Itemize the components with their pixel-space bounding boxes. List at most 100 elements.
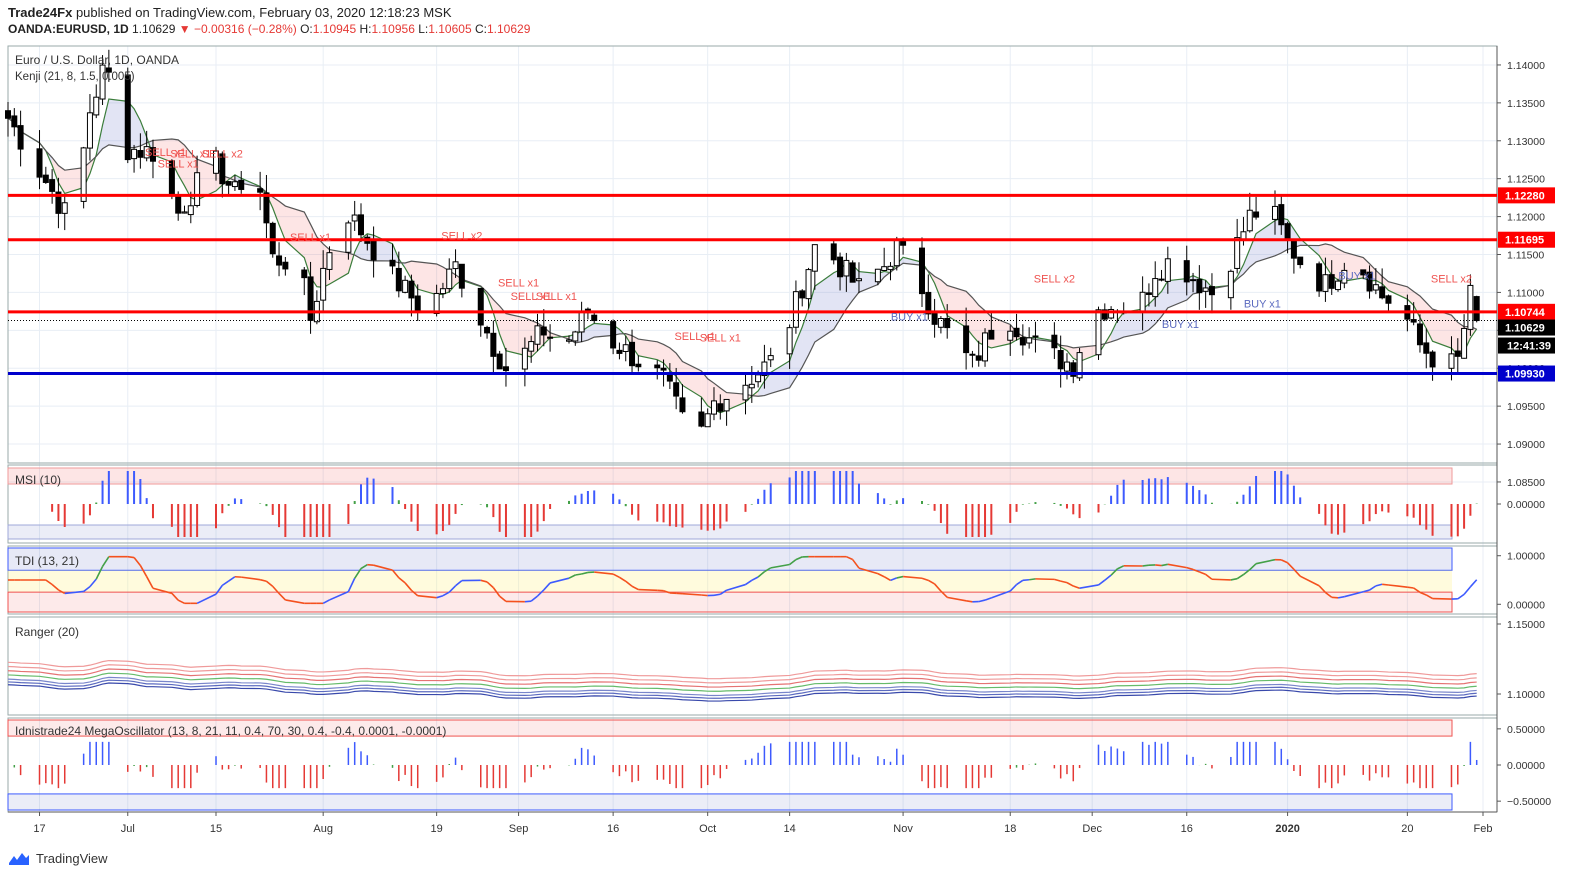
tdi-line-segment [947,596,967,602]
candle-body [402,279,409,293]
tdi-line-segment [1186,566,1194,571]
candle-body [679,397,686,413]
candle-body [1271,205,1278,220]
tdi-line-segment [360,563,368,570]
kenji-cloud-segment [1432,309,1452,349]
candle-body [181,211,188,214]
candle-body [1227,270,1234,299]
price-level-label: 1.11695 [1505,235,1544,247]
tdi-line-segment [499,595,507,603]
candle-body [124,74,131,161]
tdi-line-segment [536,589,545,597]
tdi-line-segment [329,590,349,601]
tdi-line-segment [638,588,658,592]
price-axis-label: 1.14000 [1507,60,1545,72]
candle-body [1057,350,1064,370]
tdi-line-segment [757,571,765,578]
kenji-indicator-label: Kenji (21, 8, 1.5, 0.005) [15,71,135,83]
candle-body [925,291,932,315]
candle-body [433,292,440,315]
kenji-cloud-segment [676,353,683,386]
tdi-line-segment [921,577,929,582]
tdi-line-segment [139,565,148,577]
tdi-line-segment [1066,581,1074,587]
candle-body [496,353,503,370]
candle-body [1341,269,1348,284]
tdi-line-segment [221,580,230,587]
high-label: H: [359,22,372,36]
candle-body [1297,256,1304,266]
candle-body [1108,309,1115,319]
candle-body [982,332,989,362]
candle-body [1410,319,1417,323]
candle-body [786,327,793,355]
tdi-line-segment [95,566,104,580]
sell-signal-label: SELL x1 [498,277,539,289]
candle-body [572,331,579,342]
tdi-line-segment [846,555,853,561]
candle-body [61,202,68,214]
kenji-slow-line [7,117,1477,397]
candle-body [931,311,938,325]
candle-body [1379,286,1386,299]
tdi-line-segment [89,578,97,588]
ranger-band-line [7,676,1477,697]
kenji-cloud-segment [991,316,1011,348]
publisher-name[interactable]: Trade24Fx [8,5,73,20]
candle-body [42,174,49,183]
candle-body [1335,280,1342,291]
tdi-line-segment [152,587,173,595]
candle-body [36,148,43,178]
candle-body [944,317,951,329]
kenji-cloud-segment [178,139,185,186]
candle-body [534,325,541,345]
countdown-tag [1498,337,1555,354]
tdi-line-segment [927,579,935,585]
candle-body [1322,274,1329,292]
tdi-line-segment [1242,569,1251,576]
candle-body [414,295,421,312]
candle-body [1328,274,1335,289]
tdi-line-segment [1199,571,1206,576]
tdi-line-segment [934,583,942,592]
sell-signal-label: SELL x1 [145,147,186,159]
candle-body [1448,353,1455,369]
down-arrow-icon: ▼ [178,22,191,36]
candle-body [1101,309,1108,320]
tdi-line-segment [1457,593,1465,600]
tdi-upper-zone [7,547,1453,571]
kenji-cloud-segment [184,145,191,198]
candle-body [357,214,364,236]
candle-body [238,179,245,190]
tdi-line-segment [367,563,374,566]
price-axis-label: 1.09500 [1507,401,1545,413]
tdi-line-segment [58,589,66,595]
candle-body [837,256,844,278]
mega-lower-zone [7,793,1453,811]
candle-body [1461,327,1468,359]
tdi-line-segment [612,573,620,579]
tdi-line-segment [1344,590,1364,598]
tdi-line-segment [64,590,84,595]
price-level-tag [1498,187,1555,204]
tdi-line-segment [1419,591,1427,596]
chart-canvas[interactable]: 1.14000 1.13500 1.13000 1.12500 1.12000 1.115… [0,40,1572,840]
kenji-cloud-segment [726,392,746,411]
candle-body [1423,342,1430,354]
sell-signal-label: SELL x1 [158,158,199,170]
symbol-label[interactable]: OANDA:EURUSD, 1D [8,22,129,36]
candle-body [673,382,680,397]
kenji-cloud-segment [1344,252,1364,282]
tdi-line-segment [455,579,463,587]
tdi-line-segment [278,592,286,601]
kenji-cloud-segment [940,279,948,316]
candle-body [723,398,730,412]
tdi-line-segment [486,581,494,589]
candle-body [1278,204,1285,226]
candle-body [710,400,717,415]
tradingview-footer[interactable]: TradingView [8,850,108,866]
time-axis-label: Sep [509,823,529,835]
kenji-cloud-segment [858,271,878,293]
candle-body [1208,286,1215,296]
kenji-cloud-segment [499,306,506,351]
